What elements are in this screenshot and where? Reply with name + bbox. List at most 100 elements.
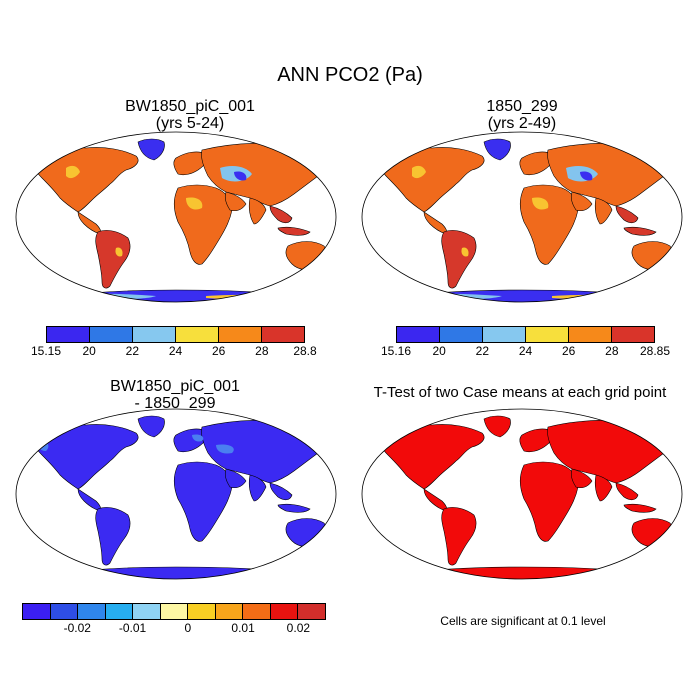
land-indonesia	[277, 226, 311, 236]
colorbar-tick-label: 28	[255, 344, 269, 358]
land-india	[594, 474, 613, 502]
land-africa	[519, 461, 579, 542]
map-panel-case1	[15, 131, 337, 303]
colorbar-tick-label: 28.8	[293, 344, 317, 358]
colorbar-cell	[90, 327, 133, 342]
colorbar-tick-label: 24	[168, 344, 183, 358]
map-value-region	[216, 444, 234, 454]
land-northAmerica	[33, 424, 139, 490]
map-border	[15, 131, 337, 303]
colorbar-tick-label: 15.16	[380, 344, 412, 358]
land-indonesia	[277, 503, 311, 513]
map-panel-difference	[15, 408, 337, 580]
land-india	[594, 197, 613, 225]
land-europe	[173, 151, 208, 176]
panel-3-title-line1: BW1850_piC_001	[110, 378, 240, 395]
land-southAmerica	[441, 507, 477, 566]
colorbar-tick-label: -0.02	[63, 621, 91, 635]
land-seAsia	[615, 482, 639, 501]
map-panel-case2	[361, 131, 683, 303]
map-border	[361, 131, 683, 303]
colorbar-cell	[47, 327, 90, 342]
colorbar-cell	[219, 327, 262, 342]
land-seAsia	[269, 205, 293, 224]
panel-2-title-line1: 1850_299	[486, 98, 558, 115]
colorbar-cell	[526, 327, 569, 342]
colorbar-cell	[160, 604, 189, 619]
colorbar-cell	[397, 327, 440, 342]
land-greenland	[483, 138, 511, 161]
land-europe	[519, 151, 554, 176]
land-southAmerica	[95, 230, 131, 289]
colorbar-case2	[396, 326, 655, 343]
colorbar-tick-label: 24	[518, 344, 533, 358]
land-southAmerica	[95, 507, 131, 566]
colorbar-cell	[50, 604, 79, 619]
land-arabia	[570, 468, 593, 489]
panel-1-title-line2: (yrs 5-24)	[155, 115, 225, 132]
colorbar-tick-label: 20	[432, 344, 446, 358]
land-europe	[519, 428, 554, 453]
colorbar-cell	[133, 327, 176, 342]
colorbar-cell	[215, 604, 244, 619]
map-border	[15, 408, 337, 580]
land-indonesia	[623, 503, 657, 513]
colorbar-tick-label: 26	[561, 344, 576, 358]
land-greenland	[137, 138, 165, 161]
land-arabia	[570, 191, 593, 212]
panel-1-title-line1: BW1850_piC_001	[125, 98, 255, 115]
colorbar-tick-label: 0.01	[231, 621, 255, 635]
colorbar-difference	[22, 603, 326, 620]
colorbar-tick-label: 0.02	[286, 621, 311, 635]
map-panel-ttest	[361, 408, 683, 580]
colorbar-cell	[612, 327, 654, 342]
map-value-region	[532, 197, 549, 210]
colorbar-tick-label: 20	[82, 344, 96, 358]
colorbar-tick-label: -0.01	[118, 621, 147, 635]
colorbar-tick-label: 22	[125, 344, 140, 358]
map-value-region	[412, 165, 426, 179]
colorbar-cell	[176, 327, 219, 342]
land-arabia	[224, 468, 247, 489]
page-title: ANN PCO2 (Pa)	[277, 64, 423, 86]
ttest-note: Cells are significant at 0.1 level	[440, 614, 606, 628]
colorbar-cell	[105, 604, 134, 619]
land-india	[248, 474, 267, 502]
land-northAmerica	[33, 147, 139, 213]
land-seAsia	[615, 205, 639, 224]
land-greenland	[137, 415, 165, 438]
colorbar-cell	[270, 604, 299, 619]
colorbar-tick-label: 28.85	[639, 344, 671, 358]
colorbar-cell	[262, 327, 304, 342]
land-northAmerica	[379, 147, 485, 213]
map-value-region	[461, 247, 469, 257]
colorbar-cell	[298, 604, 326, 619]
colorbar-tick-label: 28	[605, 344, 619, 358]
panel-1-title: BW1850_piC_001 (yrs 5-24)	[60, 98, 320, 132]
map-value-region	[115, 247, 123, 257]
land-southAmerica	[441, 230, 477, 289]
land-indonesia	[623, 226, 657, 236]
colorbar-tick-label: 0	[184, 621, 192, 635]
map-value-region	[192, 434, 204, 442]
colorbar-cell	[243, 604, 271, 619]
map-value-region	[234, 171, 247, 181]
land-greenland	[483, 415, 511, 438]
map-value-region	[66, 165, 80, 179]
map-value-region	[580, 171, 593, 181]
colorbar-case1	[46, 326, 305, 343]
panel-3-title: BW1850_piC_001 - 1850_299	[45, 378, 305, 412]
land-arabia	[224, 191, 247, 212]
colorbar-cell	[23, 604, 51, 619]
colorbar-cell	[133, 604, 161, 619]
map-value-region	[36, 440, 49, 451]
panel-2-title-line2: (yrs 2-49)	[487, 115, 557, 132]
colorbar-cell	[188, 604, 216, 619]
land-seAsia	[269, 482, 293, 501]
map-border	[361, 408, 683, 580]
land-africa	[173, 461, 233, 542]
panel-2-title: 1850_299 (yrs 2-49)	[392, 98, 652, 132]
land-northAmerica	[379, 424, 485, 490]
panel-3-title-line2: - 1850_299	[134, 395, 216, 412]
panel-4-title: T-Test of two Case means at each grid po…	[373, 384, 667, 401]
